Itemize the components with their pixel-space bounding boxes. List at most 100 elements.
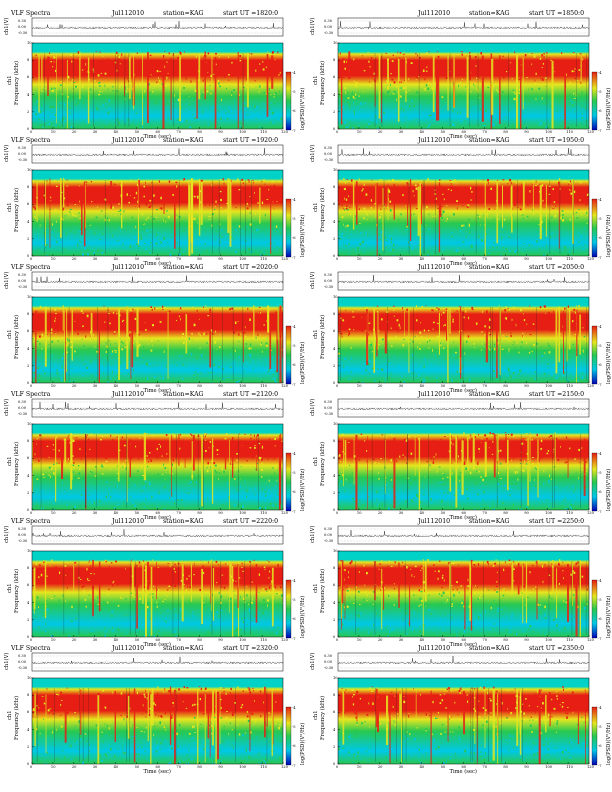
y-tick-label: 0: [333, 381, 336, 385]
colorbar: [591, 579, 598, 639]
x-tick-label: 110: [566, 765, 573, 769]
y-tick-label: 8: [27, 58, 30, 63]
x-tick-label: 50: [440, 257, 446, 261]
x-tick-label: 70: [482, 130, 487, 134]
colorbar: [285, 198, 292, 258]
spectrogram-image: [338, 424, 589, 510]
channel-label: ch1: [313, 456, 319, 466]
x-tick-label: 50: [440, 384, 446, 388]
y-tick-label: 4: [27, 219, 30, 224]
x-tick-label: 30: [92, 257, 98, 261]
x-tick-label: 110: [260, 257, 267, 261]
x-tick-label: 80: [503, 130, 508, 134]
x-tick-label: 60: [155, 257, 161, 261]
x-tick-label: 90: [218, 384, 223, 388]
colorbar-tick-label: -7: [598, 128, 602, 133]
panel-date: Jul112010: [418, 137, 451, 144]
y-tick-label: 0: [27, 762, 30, 766]
waveform-tick-label: 0.00: [18, 406, 27, 410]
panel-station: station=KAG: [469, 391, 510, 398]
colorbar-label: log(PSD)(V²/Hz): [606, 468, 612, 511]
x-tick-label: 0: [336, 638, 339, 642]
panel-date: Jul112010: [418, 391, 451, 398]
x-tick-label: 80: [197, 257, 202, 261]
spectrogram-y-label: Frequency (kHz): [320, 568, 326, 613]
waveform-tick-label: 0.00: [18, 152, 27, 156]
spectrogram-y-label: Frequency (kHz): [14, 60, 20, 105]
x-tick-label: 80: [503, 765, 508, 769]
colorbar-tick-label: -6: [598, 109, 602, 114]
channel-label: ch1: [7, 583, 13, 593]
y-tick-label: 6: [27, 75, 30, 80]
x-tick-label: 110: [260, 384, 267, 388]
x-tick-label: 50: [134, 384, 140, 388]
x-tick-label: 10: [50, 638, 56, 642]
y-tick-label: 2: [333, 744, 336, 749]
x-tick-label: 90: [524, 257, 529, 261]
x-tick-label: 60: [461, 511, 467, 515]
colorbar-tick-label: -7: [292, 128, 296, 133]
x-tick-label: 0: [336, 765, 339, 769]
colorbar-label: log(PSD)(V²/Hz): [606, 722, 612, 765]
y-tick-label: 6: [333, 583, 336, 588]
channel-label: ch1: [7, 202, 13, 212]
colorbar: [591, 71, 598, 131]
x-tick-label: 90: [218, 257, 223, 261]
x-tick-label: 110: [566, 130, 573, 134]
x-tick-label: 30: [92, 638, 98, 642]
x-axis-label: Time (sec): [143, 515, 171, 521]
x-tick-label: 40: [419, 384, 425, 388]
y-tick-label: 2: [333, 490, 336, 495]
waveform-tick-label: 0.30: [18, 400, 27, 404]
waveform-tick-label: 0.30: [18, 527, 27, 531]
x-tick-label: 70: [482, 511, 487, 515]
colorbar-tick-label: -7: [598, 509, 602, 514]
waveform-trace: [31, 148, 283, 157]
spectrogram-panel: VLF Spectra Jul112010 station=KAG start UT …: [0, 6, 306, 140]
x-tick-label: 40: [113, 130, 119, 134]
x-tick-label: 10: [50, 384, 56, 388]
y-tick-label: 4: [333, 600, 336, 605]
colorbar-tick-label: -4: [292, 197, 296, 202]
waveform-tick-label: -0.30: [324, 158, 334, 162]
x-tick-label: 110: [566, 384, 573, 388]
waveform-trace: [337, 402, 590, 411]
colorbar-tick-label: -6: [292, 363, 296, 368]
panel-header: VLF Spectra Jul112010 station=KAG start UT …: [11, 263, 297, 272]
colorbar-tick-label: -6: [598, 617, 602, 622]
waveform-trace: [31, 529, 284, 538]
panel-title: VLF Spectra: [11, 391, 51, 398]
x-tick-label: 20: [377, 511, 383, 515]
panel-title: VLF Spectra: [11, 645, 51, 652]
x-tick-label: 50: [440, 511, 446, 515]
waveform-tick-label: 0.00: [18, 660, 27, 664]
y-tick-label: 6: [333, 202, 336, 207]
colorbar-tick-label: -6: [598, 363, 602, 368]
colorbar-tick-label: -6: [598, 236, 602, 241]
channel-label: ch1: [7, 456, 13, 466]
colorbar-tick-label: -4: [292, 70, 296, 75]
panel-station: station=KAG: [163, 645, 204, 652]
waveform-y-label: ch1(V): [310, 525, 316, 543]
spectrogram-image: [32, 170, 283, 256]
x-tick-label: 20: [377, 765, 383, 769]
colorbar-tick-label: -5: [292, 343, 296, 348]
x-tick-label: 30: [398, 130, 404, 134]
x-tick-label: 10: [356, 130, 362, 134]
x-axis-label: Time (sec): [449, 769, 477, 775]
x-tick-label: 0: [336, 384, 339, 388]
x-tick-label: 10: [356, 511, 362, 515]
panel-date: Jul112010: [418, 10, 451, 17]
colorbar: [591, 452, 598, 512]
panel-header: Jul112010 station=KAG start UT =2350:0: [317, 644, 603, 653]
panel-start: start UT =2220:0: [223, 518, 279, 525]
x-tick-label: 70: [176, 384, 181, 388]
waveform-trace: [337, 21, 590, 30]
y-tick-label: 10: [27, 422, 32, 426]
colorbar-tick-label: -7: [292, 763, 296, 768]
x-tick-label: 10: [356, 384, 362, 388]
waveform-tick-label: 0.00: [324, 152, 333, 156]
y-tick-label: 4: [27, 600, 30, 605]
x-axis-label: Time (sec): [449, 388, 477, 394]
x-axis-label: Time (sec): [143, 388, 171, 394]
